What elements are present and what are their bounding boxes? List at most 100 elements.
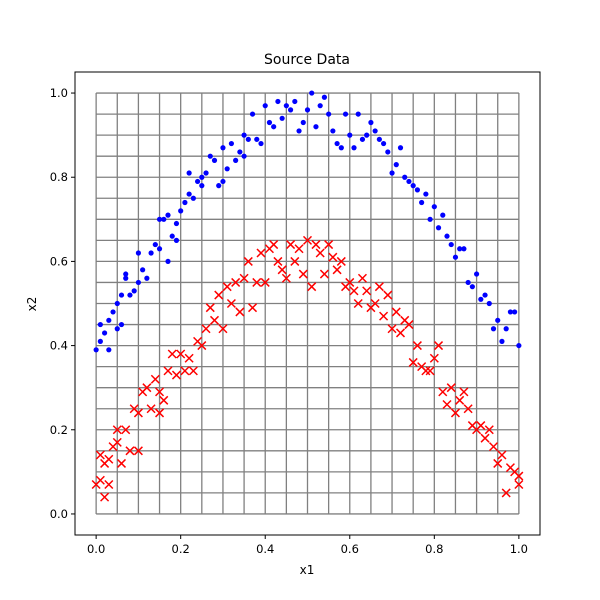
data-point-dot [131,288,137,294]
data-point-dot [287,107,294,113]
x-tick-label: 0.2 [172,542,190,556]
data-point-cross [336,256,346,266]
data-point-dot [241,132,247,138]
data-point-cross [155,387,165,397]
data-point-cross [425,366,435,376]
data-point-dot [233,157,239,163]
data-point-cross [231,277,241,287]
data-point-dot [503,326,509,332]
data-point-dot [254,136,260,142]
data-point-dot [228,140,235,147]
y-axis-label: x2 [25,297,39,312]
data-point-cross [332,265,342,275]
data-point-cross [184,353,194,363]
data-point-dot [173,237,180,243]
data-point-cross [315,248,325,258]
data-point-cross [209,315,220,325]
data-point-cross [155,408,165,418]
data-point-cross [269,240,279,250]
data-point-dot [334,140,340,147]
data-point-dot [237,149,243,155]
data-point-cross [95,450,105,460]
data-point-cross [480,433,490,443]
data-point-cross [484,425,494,435]
data-point-dot [296,128,302,134]
data-point-cross [362,286,372,296]
data-point-dot [186,191,192,197]
data-point-cross [514,479,524,490]
data-point-cross [497,450,507,460]
data-point-cross [197,341,207,351]
x-tick-label: 0.6 [341,542,359,556]
data-point-dot [486,300,492,307]
data-point-dot [473,271,480,277]
data-point-cross [239,273,249,283]
data-point-cross [104,454,114,464]
data-point-cross [100,492,110,502]
chart-title: Source Data [264,52,350,68]
y-tick-label: 0.8 [50,170,68,184]
data-point-dot [211,157,218,163]
y-tick-label: 0.0 [50,507,68,521]
data-point-cross [167,349,177,359]
y-tick-label: 1.0 [50,86,68,100]
data-point-cross [171,370,181,380]
data-point-dot [148,250,154,256]
data-point-cross [374,282,384,292]
data-point-cross [133,446,143,456]
axes-frame [74,71,541,536]
data-point-dot [393,162,399,168]
data-point-dot [440,212,446,218]
data-point-dot [410,183,416,189]
data-point-cross [226,298,236,309]
data-point-dot [330,128,336,134]
data-point-dot [118,292,125,298]
data-point-dot [423,191,429,197]
data-point-cross [370,298,380,309]
data-point-cross [493,458,503,468]
data-point-dot [313,124,319,130]
data-point-cross [438,387,448,397]
data-point-dot [342,111,349,117]
data-point-cross [302,235,313,245]
grid-layer [95,92,520,515]
data-point-dot [359,136,366,142]
data-point-cross [116,458,127,468]
data-point-cross [298,269,308,279]
data-point-dot [435,225,442,231]
data-point-cross [121,425,131,435]
data-point-cross [463,404,473,414]
data-point-dot [478,296,484,302]
data-point-cross [501,488,511,498]
data-point-cross [412,341,422,351]
x-axis-label: x1 [300,563,315,577]
data-point-dot [144,275,150,281]
data-point-dot [101,330,108,336]
data-point-dot [482,292,488,298]
data-point-cross [180,366,190,376]
x-tick-label: 1.0 [510,542,528,556]
data-point-dot [465,279,471,286]
data-point-dot [199,174,205,180]
data-point-dot [93,347,99,353]
data-point-cross [294,244,304,254]
data-point-dot [241,153,247,159]
data-point-dot [258,140,264,147]
data-point-dot [499,338,505,344]
data-point-dot [380,140,387,147]
data-point-dot [351,145,357,151]
series-crosses [91,235,524,502]
data-point-cross [142,383,152,393]
data-point-cross [163,366,173,376]
data-point-cross [235,307,245,317]
data-point-cross [273,256,283,266]
data-point-cross [421,366,431,376]
data-point-cross [446,383,456,393]
data-point-cross [395,328,406,338]
data-point-dot [165,212,171,218]
data-point-dot [444,233,450,239]
data-point-dot [97,321,103,328]
data-point-cross [345,277,355,287]
x-tick-label: 0.8 [425,542,443,556]
data-point-cross [243,256,253,266]
